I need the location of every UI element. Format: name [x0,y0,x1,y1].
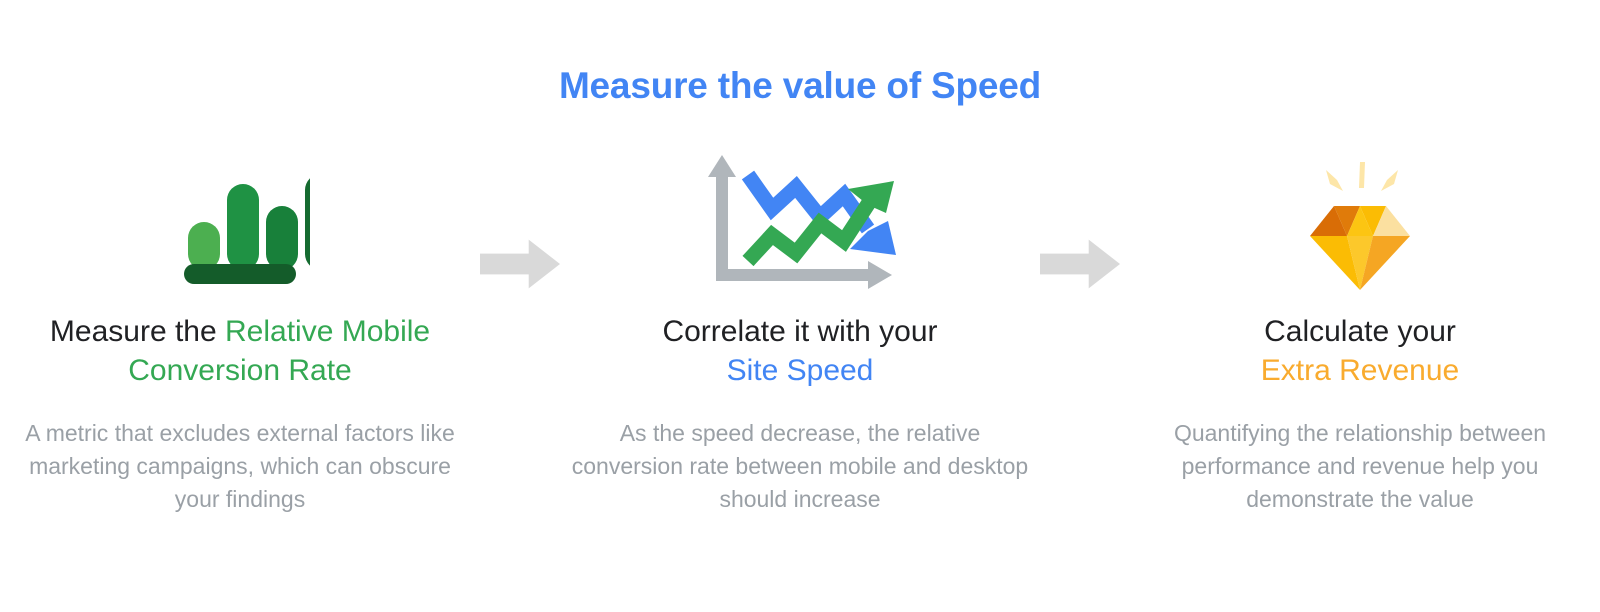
step-1-heading: Measure the Relative Mobile Conversion R… [30,312,450,390]
step-3-heading-lead: Calculate your [1264,315,1456,348]
step-1-body: A metric that excludes external factors … [25,420,455,512]
connector-2 [1040,150,1120,570]
bar-chart-icon [184,178,310,284]
step-1-icon-slot [0,150,480,300]
step-3-body: Quantifying the relationship between per… [1173,420,1547,512]
page-title: Measure the value of Speed [558,65,1042,106]
step-card-2: Correlate it with your Site Speed As the … [560,150,1040,516]
diamond-gem-icon [1310,162,1410,290]
arrow-right-icon [480,239,560,289]
step-2-body: As the speed decrease, the relative conv… [571,420,1029,512]
step-2-heading: Correlate it with your Site Speed [662,312,937,390]
crossing-trend-lines-icon [708,154,896,289]
step-3-heading-accent: Extra Revenue [1260,354,1460,387]
step-3-icon-slot [1120,150,1600,300]
step-2-heading-accent: Site Speed [726,354,874,387]
arrow-right-icon [1040,239,1120,289]
step-1-heading-accent: Relative Mobile Conversion Rate [128,315,431,387]
step-1-heading-lead: Measure the [49,315,225,348]
step-card-3: Calculate your Extra Revenue Quantifying … [1120,150,1600,516]
steps-row: Measure the Relative Mobile Conversion R… [0,150,1600,570]
step-2-icon-slot [560,150,1040,300]
step-card-1: Measure the Relative Mobile Conversion R… [0,150,480,516]
step-3-heading: Calculate your Extra Revenue [1261,312,1459,390]
step-2-heading-lead: Correlate it with your [662,315,938,348]
connector-1 [480,150,560,570]
